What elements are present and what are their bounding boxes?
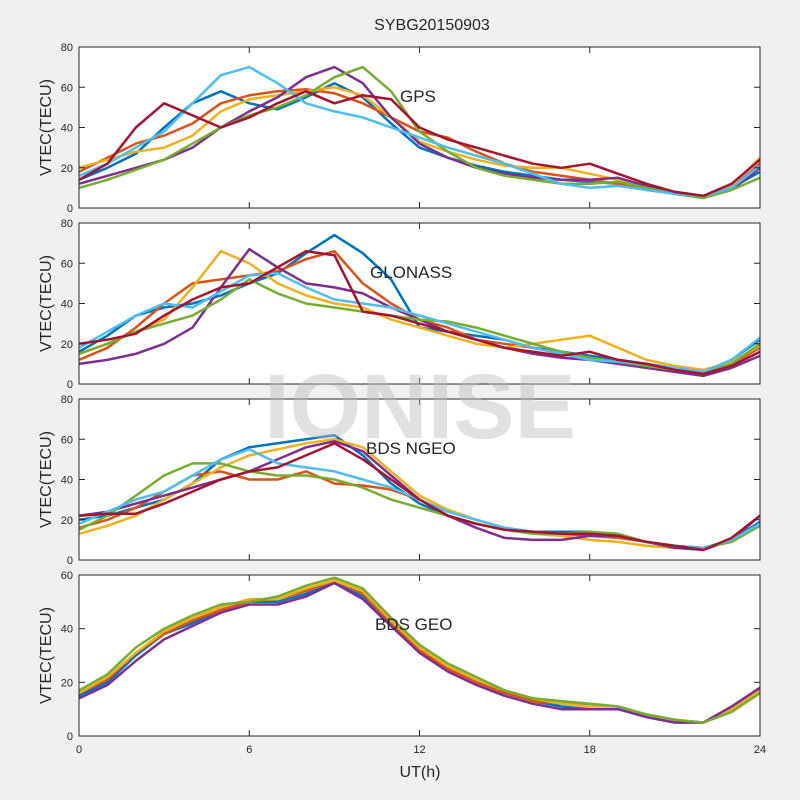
y-axis-label: VTEC(TECU) — [38, 255, 55, 352]
x-tick-label: 18 — [584, 744, 596, 756]
panel-bds-geo: 0 20 40 60 0 6 12 18 24 VTEC(TECU) BDS GEO — [38, 570, 766, 756]
series-line-6 — [79, 65, 760, 198]
series-line-4 — [79, 65, 760, 200]
y-tick-label: 40 — [61, 624, 73, 636]
panel-label: GLONASS — [370, 263, 452, 282]
y-tick-label: 40 — [61, 123, 73, 135]
series-line-3 — [79, 249, 760, 372]
panel-label: GPS — [400, 87, 436, 106]
y-axis-label: VTEC(TECU) — [38, 79, 55, 176]
panel-label: BDS NGEO — [366, 439, 456, 458]
y-tick-label: 60 — [61, 258, 73, 270]
series-line-3 — [79, 438, 760, 550]
series-group — [79, 65, 760, 200]
series-group — [79, 233, 760, 378]
x-tick-label: 24 — [754, 744, 766, 756]
y-tick-label: 0 — [67, 555, 73, 567]
series-group — [79, 576, 760, 724]
series-line-7 — [79, 249, 760, 376]
y-tick-label: 60 — [61, 434, 73, 446]
series-line-5 — [79, 576, 760, 724]
plot-area — [79, 575, 760, 736]
x-axis-label: UT(h) — [400, 764, 441, 781]
panel-bds-ngeo: 0 20 40 60 80 VTEC(TECU) BDS NGEO — [38, 394, 761, 567]
y-tick-label: 20 — [61, 163, 73, 175]
y-tick-label: 40 — [61, 475, 73, 487]
y-tick-label: 40 — [61, 299, 73, 311]
panel-glonass: 0 20 40 60 80 VTEC(TECU) GLONASS — [38, 218, 761, 391]
y-axis-label: VTEC(TECU) — [38, 431, 55, 528]
series-line-5 — [79, 65, 760, 200]
series-line-5 — [79, 278, 760, 374]
series-line-7 — [79, 442, 760, 552]
x-tick-label: 12 — [413, 744, 425, 756]
x-tick-label: 0 — [76, 744, 82, 756]
y-tick-label: 80 — [61, 394, 73, 406]
watermark: IONISE — [264, 356, 576, 458]
y-tick-label: 20 — [61, 515, 73, 527]
y-tick-label: 0 — [67, 731, 73, 743]
y-tick-label: 60 — [61, 570, 73, 582]
y-tick-label: 0 — [67, 203, 73, 215]
series-group — [79, 433, 760, 552]
x-tick-label: 6 — [246, 744, 252, 756]
panel-label: BDS GEO — [375, 615, 452, 634]
panel-gps: 0 20 40 60 80 VTEC(TECU) GPS — [38, 42, 761, 215]
y-tick-label: 20 — [61, 339, 73, 351]
y-tick-label: 80 — [61, 218, 73, 230]
y-tick-label: 20 — [61, 677, 73, 689]
y-tick-label: 60 — [61, 82, 73, 94]
series-line-4 — [79, 581, 760, 724]
y-tick-label: 80 — [61, 42, 73, 54]
y-tick-label: 0 — [67, 379, 73, 391]
y-axis-label: VTEC(TECU) — [38, 607, 55, 704]
figure-title: SYBG20150903 — [374, 17, 490, 34]
series-line-7 — [79, 90, 760, 198]
plot-area — [79, 399, 760, 560]
